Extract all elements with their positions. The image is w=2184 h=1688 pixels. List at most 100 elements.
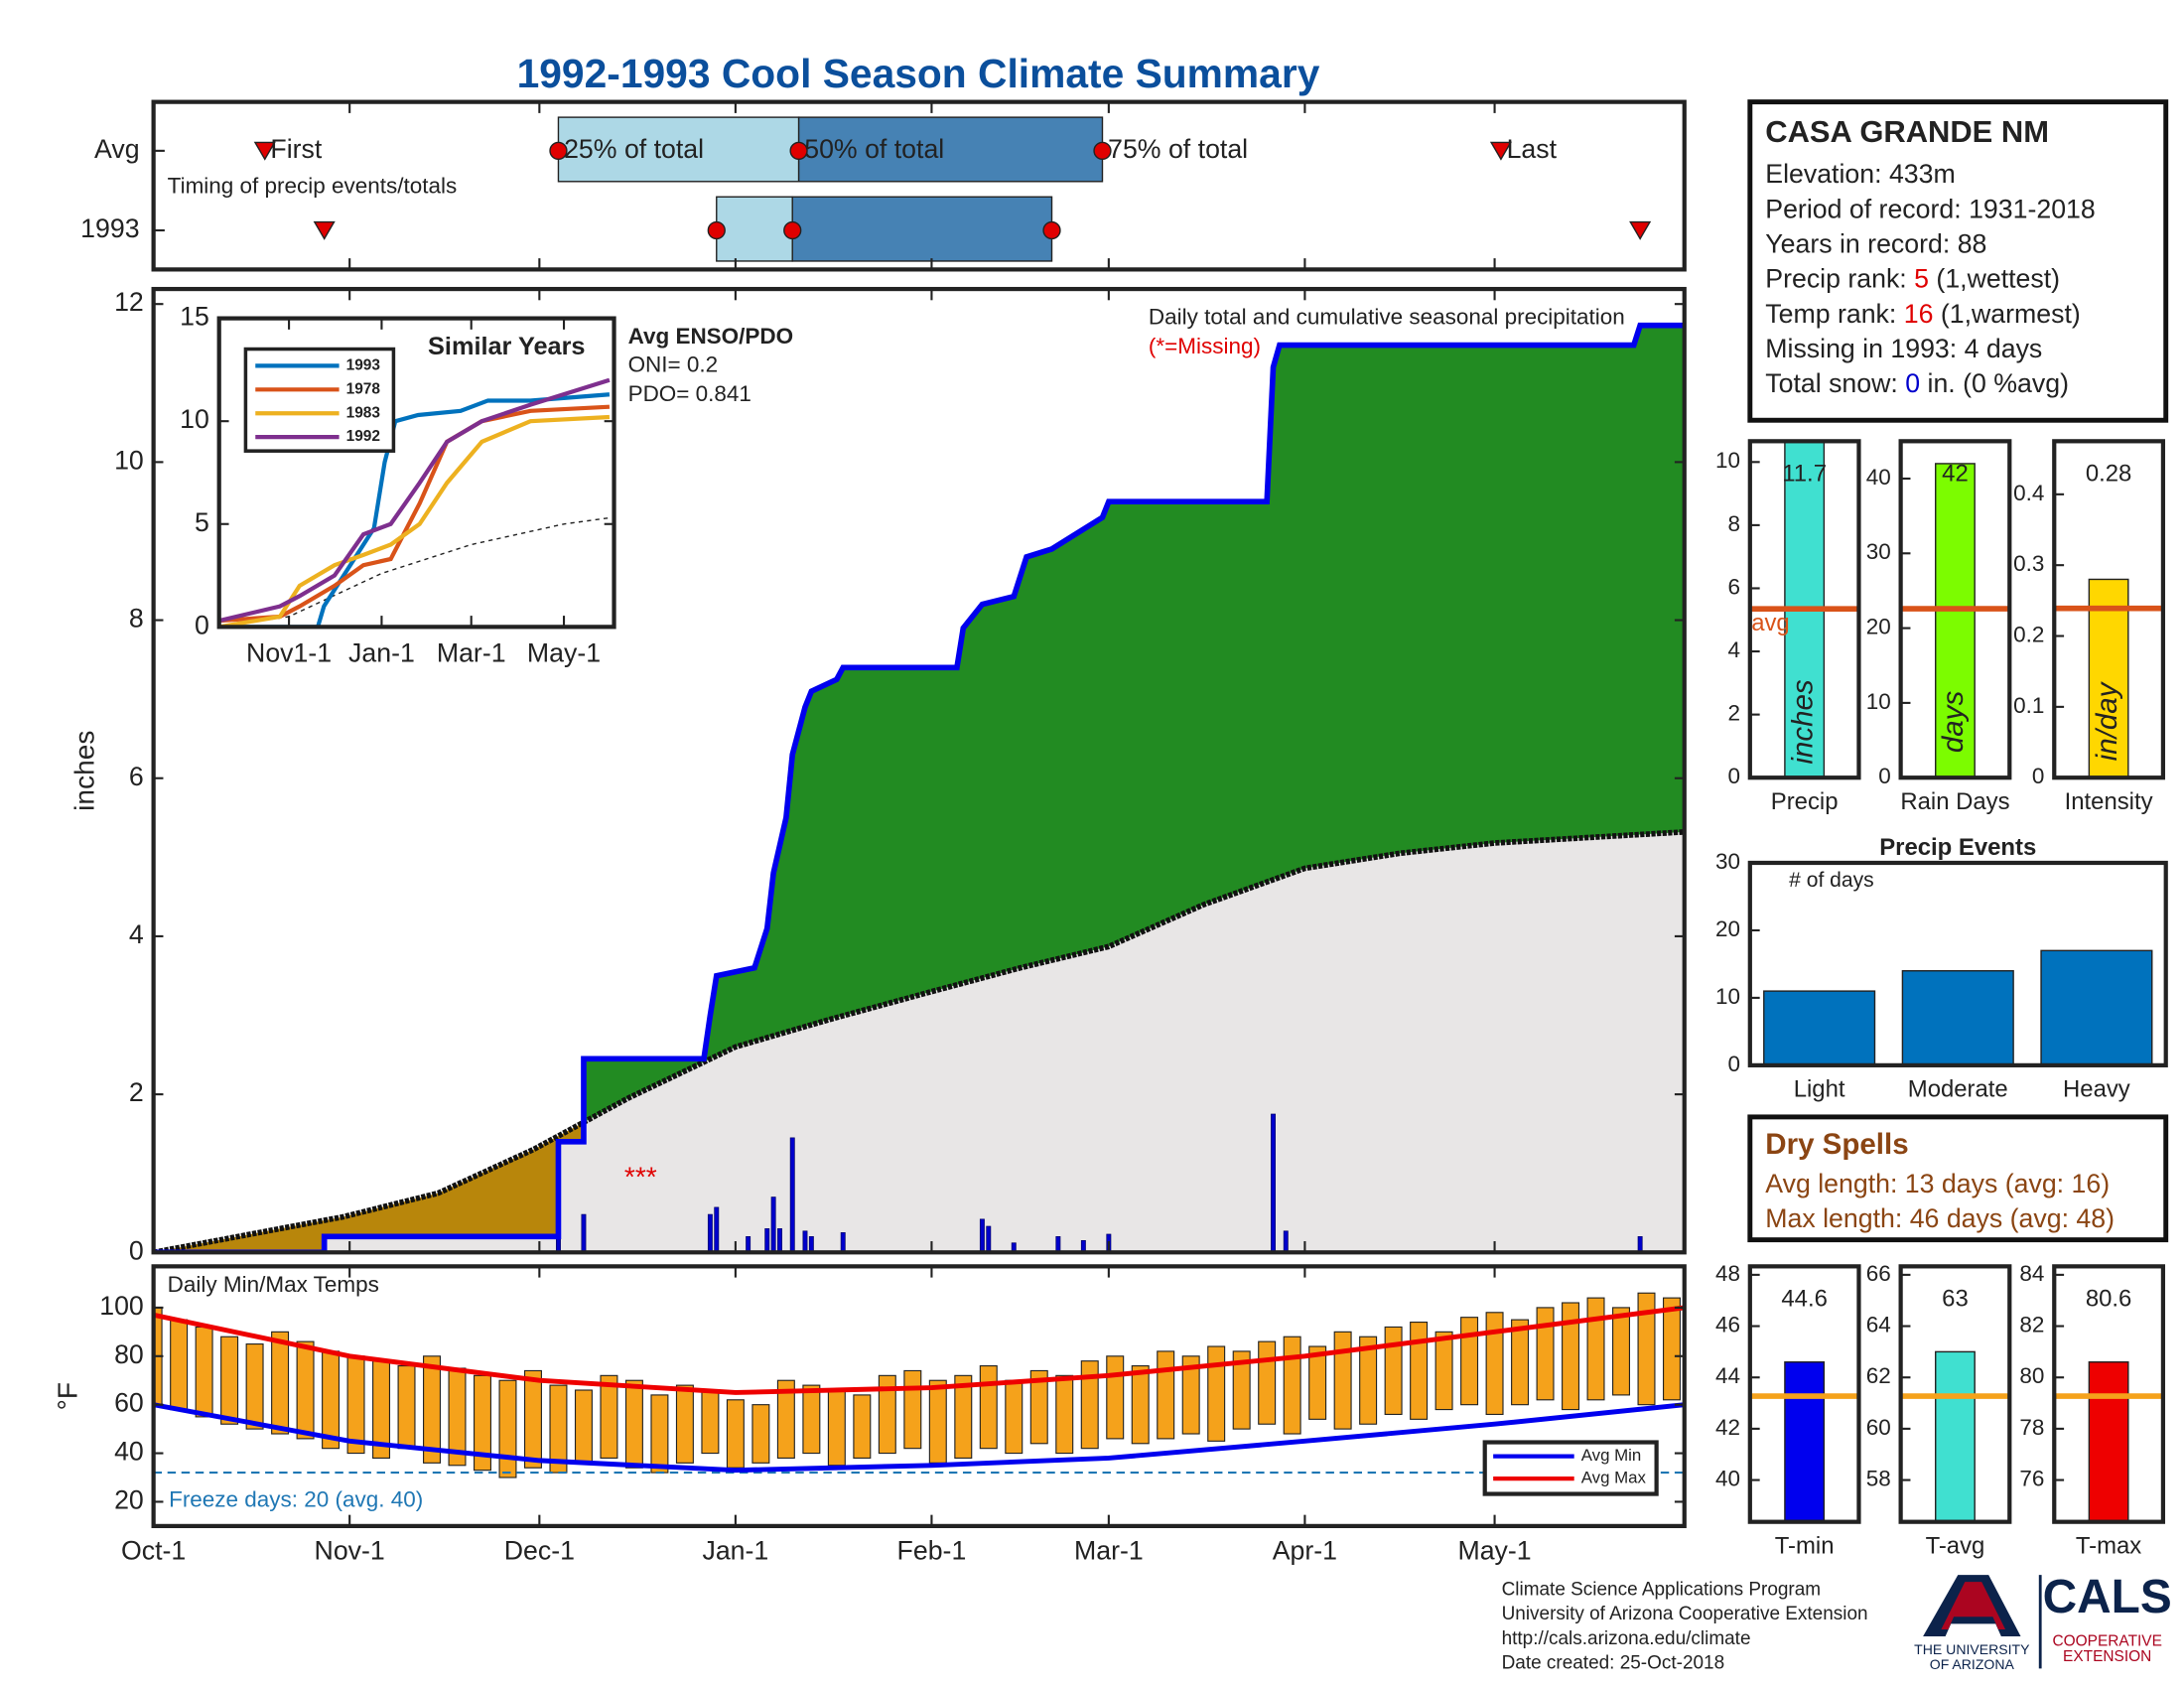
y-tick-label: 5 bbox=[195, 507, 209, 537]
dry-line: Avg length: 13 days (avg: 16) bbox=[1765, 1169, 2110, 1198]
x-tick-label: May-1 bbox=[527, 638, 601, 668]
daily-bar bbox=[802, 1230, 808, 1253]
enso-oni: ONI= 0.2 bbox=[628, 352, 719, 376]
temp-bar bbox=[1207, 1345, 1226, 1442]
y-tick-label: 80 bbox=[2019, 1363, 2044, 1388]
footer-line: University of Arizona Cooperative Extens… bbox=[1502, 1604, 1868, 1624]
info-part: Missing in 1993: 4 days bbox=[1765, 334, 2042, 363]
info-part: in. (0 %avg) bbox=[1920, 368, 2069, 398]
x-tick-label: Jan-1 bbox=[348, 638, 415, 668]
y-tick-label: 10 bbox=[180, 404, 209, 434]
temp-plot bbox=[153, 1292, 1685, 1478]
event-marker bbox=[1489, 141, 1513, 161]
bar bbox=[2088, 1361, 2129, 1522]
temp-bar bbox=[1485, 1312, 1504, 1416]
y-tick-label: 84 bbox=[2019, 1261, 2044, 1286]
temp-bar bbox=[903, 1369, 922, 1450]
unit-label: days bbox=[1937, 691, 1970, 754]
daily-bar bbox=[714, 1206, 720, 1253]
temp-bar bbox=[878, 1374, 896, 1455]
enso-title: Avg ENSO/PDO bbox=[628, 324, 794, 349]
info-line: Years in record: 88 bbox=[1765, 229, 1986, 259]
info-line: Period of record: 1931-2018 bbox=[1765, 194, 2095, 223]
series-line bbox=[218, 377, 611, 624]
y-tick-label: 6 bbox=[1727, 574, 1740, 599]
x-tick-label: Nov-1 bbox=[315, 1536, 385, 1566]
value-label: 44.6 bbox=[1781, 1285, 1827, 1312]
note: Daily total and cumulative seasonal prec… bbox=[1149, 305, 1625, 330]
temp-bar bbox=[397, 1365, 416, 1450]
daily-bar bbox=[1055, 1236, 1061, 1253]
bar-plot bbox=[1763, 949, 2153, 1065]
dry-line: Max length: 46 days (avg: 48) bbox=[1765, 1203, 2115, 1233]
temp-bar bbox=[245, 1343, 264, 1430]
bar bbox=[2088, 578, 2129, 778]
y-tick-label: 20 bbox=[1715, 916, 1740, 941]
quantile-marker bbox=[549, 141, 568, 161]
unit-label: inches bbox=[1786, 679, 1819, 765]
daily-bar bbox=[1637, 1236, 1643, 1253]
y-tick-label: 15 bbox=[180, 302, 209, 332]
y-tick-label: 10 bbox=[114, 445, 144, 475]
y-tick-label: 0.4 bbox=[2013, 481, 2044, 505]
info-part: Period of record: 1931-2018 bbox=[1765, 194, 2095, 223]
legend-label: 1993 bbox=[346, 356, 381, 373]
panel-frame bbox=[2052, 1264, 2166, 1524]
info-line: Precip rank: 5 (1,wettest) bbox=[1765, 264, 2060, 294]
event-marker bbox=[313, 220, 336, 240]
temp-bar bbox=[1157, 1350, 1175, 1440]
row-label: 1993 bbox=[80, 213, 139, 243]
freeze-label: Freeze days: 20 (avg. 40) bbox=[169, 1487, 423, 1512]
y-tick-label: 0 bbox=[195, 610, 209, 639]
y-tick-label: 40 bbox=[114, 1437, 144, 1467]
y-tick-label: 2 bbox=[129, 1077, 144, 1107]
daily-bar bbox=[808, 1236, 814, 1253]
bar bbox=[1935, 463, 1976, 778]
bar-plot bbox=[2088, 1361, 2129, 1522]
box-upper bbox=[791, 196, 1053, 262]
temp-bar bbox=[701, 1389, 720, 1455]
category-label: T-max bbox=[2076, 1532, 2141, 1559]
category-label: Heavy bbox=[2063, 1075, 2130, 1102]
y-tick-label: 60 bbox=[114, 1388, 144, 1418]
marker-label: 75% of total bbox=[1108, 134, 1248, 164]
bar bbox=[1784, 1361, 1826, 1522]
info-part: 16 bbox=[1904, 299, 1934, 329]
y-tick-label: 4 bbox=[129, 919, 144, 949]
y-tick-label: 60 bbox=[1866, 1415, 1891, 1440]
y-tick-label: 0 bbox=[129, 1235, 144, 1265]
base-area bbox=[153, 831, 1685, 1253]
temp-bar bbox=[1029, 1369, 1048, 1445]
avg-line bbox=[153, 1402, 1685, 1474]
daily-bar bbox=[840, 1232, 846, 1253]
info-part: 5 bbox=[1914, 264, 1929, 294]
temp-bar bbox=[650, 1394, 669, 1474]
temp-bar bbox=[802, 1384, 821, 1455]
temp-bar bbox=[195, 1326, 213, 1418]
panel-frame bbox=[1747, 439, 1861, 780]
bar bbox=[1763, 990, 1876, 1065]
info-line: Temp rank: 16 (1,warmest) bbox=[1765, 299, 2081, 329]
x-tick-label: Feb-1 bbox=[897, 1536, 967, 1566]
temp-bar bbox=[1005, 1379, 1024, 1455]
avg-label: avg bbox=[1751, 610, 1790, 636]
info-box bbox=[1747, 99, 2169, 423]
dry-title: Dry Spells bbox=[1765, 1128, 1908, 1161]
temp-bar bbox=[624, 1379, 643, 1469]
temp-bar bbox=[346, 1355, 365, 1455]
legend-label: Avg Min bbox=[1581, 1446, 1642, 1465]
y-axis-label: °F bbox=[53, 1382, 83, 1410]
temp-bar bbox=[1586, 1297, 1605, 1401]
category-label: T-min bbox=[1775, 1532, 1835, 1559]
temp-bar bbox=[1536, 1307, 1555, 1401]
temp-bar bbox=[675, 1384, 694, 1464]
panel-title: Precip Events bbox=[1879, 834, 2036, 861]
y-axis-label: inches bbox=[69, 731, 100, 811]
temp-bar bbox=[1181, 1355, 1200, 1435]
ua-text: OF ARIZONA bbox=[1930, 1656, 2015, 1672]
y-tick-label: 46 bbox=[1715, 1312, 1740, 1336]
daily-bar bbox=[764, 1228, 770, 1253]
panel-frame bbox=[216, 316, 616, 630]
panel-title: Daily Min/Max Temps bbox=[168, 1272, 379, 1297]
